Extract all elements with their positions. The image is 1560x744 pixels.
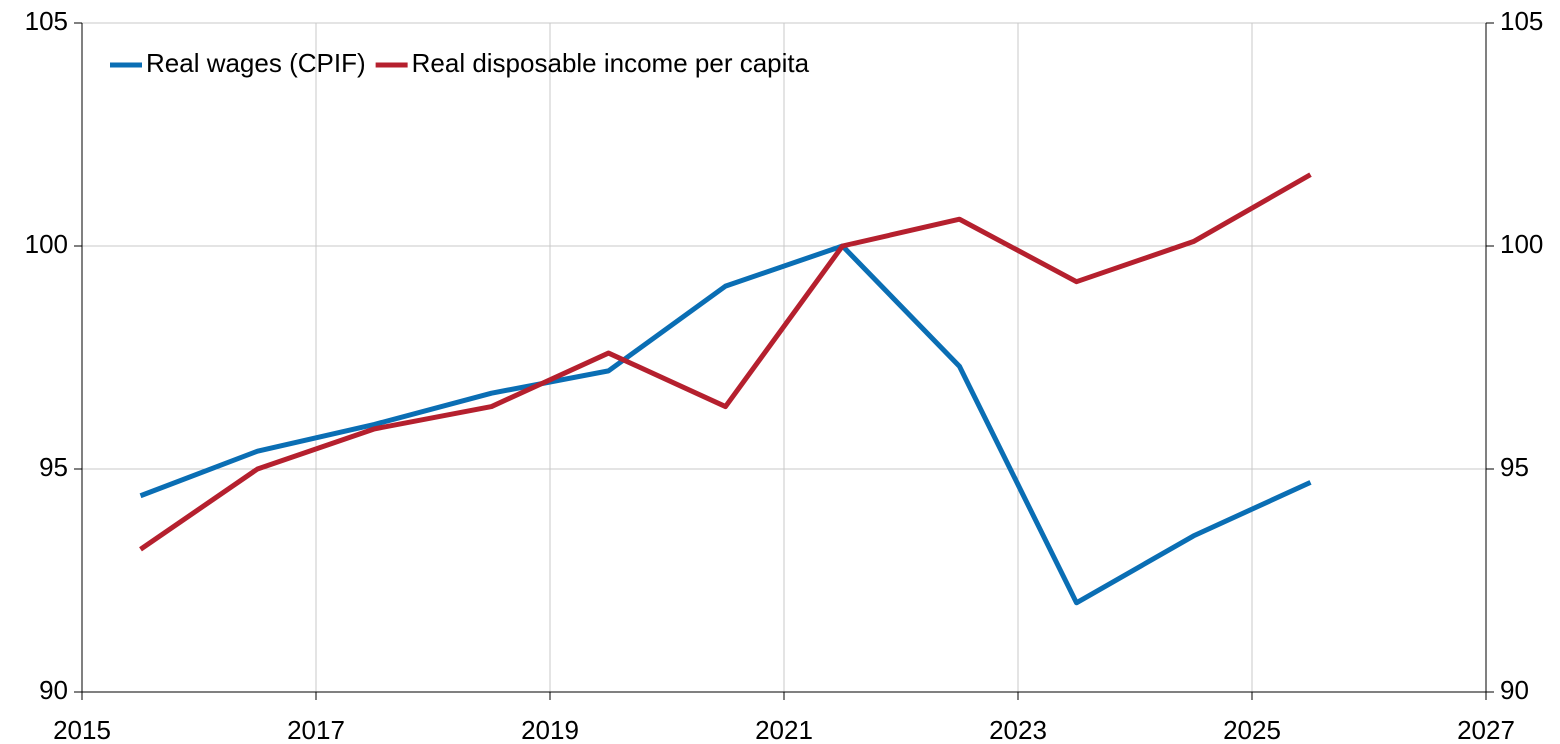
y-tick-label: 95 [39,452,68,482]
y-tick-label: 105 [25,6,68,36]
y-tick-label: 100 [25,229,68,259]
series-line [139,172,1312,552]
x-tick-label: 2017 [287,715,345,744]
y2-tick-label: 95 [1500,452,1529,482]
x-tick-label: 2025 [1223,715,1281,744]
y-tick-label: 90 [39,675,68,705]
x-tick-label: 2027 [1457,715,1515,744]
legend-label: Real disposable income per capita [412,48,810,78]
x-tick-label: 2019 [521,715,579,744]
y2-tick-label: 90 [1500,675,1529,705]
x-tick-label: 2021 [755,715,813,744]
x-tick-label: 2023 [989,715,1047,744]
series-line [139,243,1312,606]
x-tick-label: 2015 [53,715,111,744]
y2-tick-label: 105 [1500,6,1543,36]
legend-label: Real wages (CPIF) [146,48,366,78]
y2-tick-label: 100 [1500,229,1543,259]
